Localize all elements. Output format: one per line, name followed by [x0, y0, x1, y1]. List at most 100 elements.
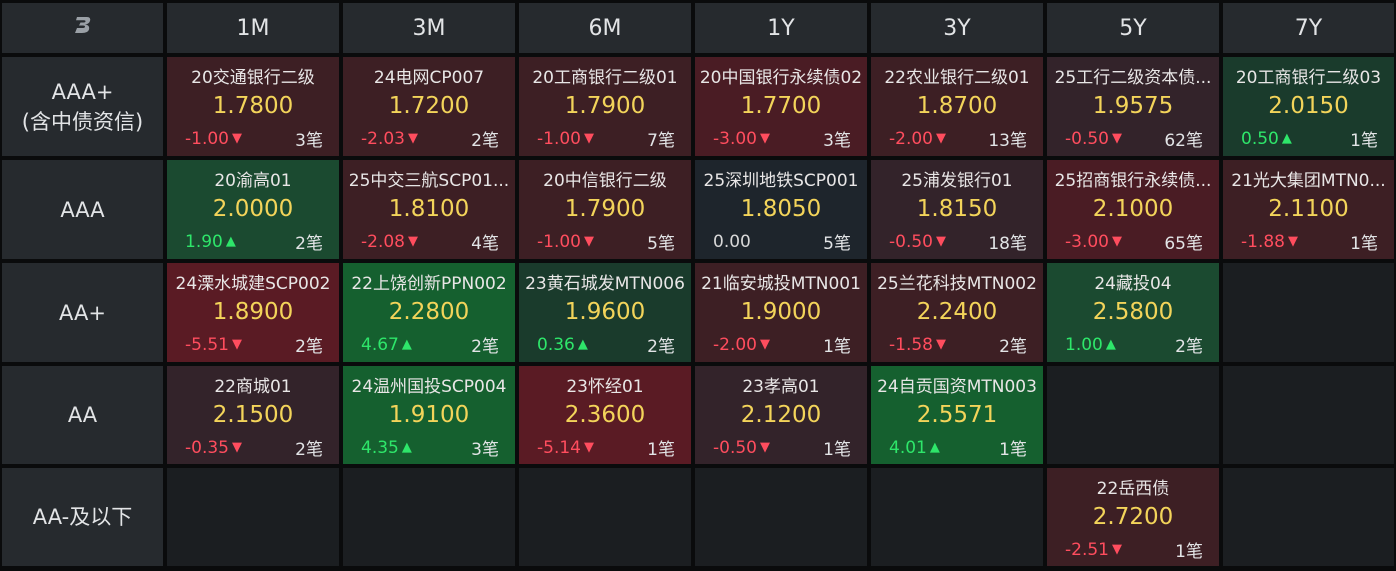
bond-cell[interactable]: 24藏投04 2.5800 1.00 ▲ 2笔: [1045, 261, 1221, 364]
row-header: AAA+ (含中债资信): [0, 55, 165, 158]
yield-change: 0.50 ▲: [1241, 129, 1292, 149]
bond-yield: 1.7900: [564, 93, 646, 119]
bond-cell[interactable]: 21临安城投MTN001 1.9000 -2.00 ▼ 1笔: [693, 261, 869, 364]
column-header-6m[interactable]: 6M: [517, 1, 693, 55]
trade-count: 2笔: [295, 234, 323, 254]
bond-name: 25中交三航SCP01...: [348, 171, 510, 188]
yield-change-value: -1.00: [537, 128, 581, 149]
bond-name: 24自贡国资MTN003: [877, 377, 1037, 394]
column-header-1m[interactable]: 1M: [165, 1, 341, 55]
triangle-down-icon: ▼: [584, 131, 594, 146]
bond-name: 20工商银行二级01: [532, 68, 678, 85]
yield-change-value: 1.90: [185, 231, 223, 252]
bond-cell[interactable]: 20工商银行二级03 2.0150 0.50 ▲ 1笔: [1221, 55, 1396, 158]
empty-cell: [341, 466, 517, 568]
row-header: AA+: [0, 261, 165, 364]
triangle-down-icon: ▼: [760, 337, 770, 352]
bond-cell[interactable]: 24电网CP007 1.7200 -2.03 ▼ 2笔: [341, 55, 517, 158]
column-header-3m[interactable]: 3M: [341, 1, 517, 55]
trade-count: 2笔: [295, 337, 323, 357]
column-header-3y[interactable]: 3Y: [869, 1, 1045, 55]
trade-count: 62笔: [1164, 131, 1203, 151]
empty-cell: [869, 466, 1045, 568]
bond-cell[interactable]: 20中国银行永续债02 1.7700 -3.00 ▼ 3笔: [693, 55, 869, 158]
empty-cell: [1045, 364, 1221, 466]
bond-cell[interactable]: 23孝高01 2.1200 -0.50 ▼ 1笔: [693, 364, 869, 466]
trade-count: 1笔: [647, 440, 675, 460]
yield-change-value: -5.51: [185, 334, 229, 355]
yield-change: 4.01 ▲: [889, 438, 940, 458]
bond-cell[interactable]: 22岳西债 2.7200 -2.51 ▼ 1笔: [1045, 466, 1221, 568]
bond-name: 22农业银行二级01: [884, 68, 1030, 85]
yield-change: 4.67 ▲: [361, 335, 412, 355]
row-header: AAA: [0, 158, 165, 261]
column-header-1y[interactable]: 1Y: [693, 1, 869, 55]
row-label: AAA: [60, 197, 105, 222]
triangle-down-icon: ▼: [936, 131, 946, 146]
bond-name: 25浦发银行01: [901, 171, 1013, 188]
triangle-down-icon: ▼: [584, 234, 594, 249]
yield-change-value: 4.35: [361, 437, 399, 458]
bond-cell[interactable]: 23黄石城发MTN006 1.9600 0.36 ▲ 2笔: [517, 261, 693, 364]
empty-cell: [1221, 261, 1396, 364]
yield-change: -0.50 ▼: [889, 232, 946, 252]
row-sublabel: (含中债资信): [21, 109, 144, 134]
yield-change-value: -0.50: [1065, 128, 1109, 149]
bond-yield: 2.1000: [1092, 196, 1174, 222]
bond-cell[interactable]: 25中交三航SCP01... 1.8100 -2.08 ▼ 4笔: [341, 158, 517, 261]
bond-yield: 2.7200: [1092, 504, 1174, 530]
bond-yield: 1.9600: [564, 299, 646, 325]
trade-count: 1笔: [1175, 542, 1203, 562]
yield-change-value: 4.67: [361, 334, 399, 355]
yield-change-value: -2.51: [1065, 539, 1109, 560]
bond-yield: 2.1500: [212, 402, 294, 428]
bond-name: 23黄石城发MTN006: [525, 274, 685, 291]
bond-name: 24藏投04: [1094, 274, 1172, 291]
trade-count: 5笔: [647, 234, 675, 254]
bond-cell[interactable]: 22农业银行二级01 1.8700 -2.00 ▼ 13笔: [869, 55, 1045, 158]
trade-count: 1笔: [823, 440, 851, 460]
bond-cell[interactable]: 22商城01 2.1500 -0.35 ▼ 2笔: [165, 364, 341, 466]
bond-cell[interactable]: 25兰花科技MTN002 2.2400 -1.58 ▼ 2笔: [869, 261, 1045, 364]
bond-yield: 1.8700: [916, 93, 998, 119]
yield-change: -0.35 ▼: [185, 438, 242, 458]
yield-change-value: -2.00: [713, 334, 757, 355]
bond-cell[interactable]: 20中信银行二级 1.7900 -1.00 ▼ 5笔: [517, 158, 693, 261]
bond-cell[interactable]: 23怀经01 2.3600 -5.14 ▼ 1笔: [517, 364, 693, 466]
bond-yield: 1.9100: [388, 402, 470, 428]
bond-cell[interactable]: 25深圳地铁SCP001 1.8050 0.00 5笔: [693, 158, 869, 261]
trade-count: 2笔: [471, 337, 499, 357]
row-header: AA-及以下: [0, 466, 165, 568]
yield-change: -1.00 ▼: [185, 129, 242, 149]
trade-count: 4笔: [471, 234, 499, 254]
bond-cell[interactable]: 25工行二级资本债... 1.9575 -0.50 ▼ 62笔: [1045, 55, 1221, 158]
bond-cell[interactable]: 24溧水城建SCP002 1.8900 -5.51 ▼ 2笔: [165, 261, 341, 364]
bond-cell[interactable]: 24温州国投SCP004 1.9100 4.35 ▲ 3笔: [341, 364, 517, 466]
bond-cell[interactable]: 20交通银行二级 1.7800 -1.00 ▼ 3笔: [165, 55, 341, 158]
bond-cell[interactable]: 24自贡国资MTN003 2.5571 4.01 ▲ 1笔: [869, 364, 1045, 466]
bond-cell[interactable]: 20渝高01 2.0000 1.90 ▲ 2笔: [165, 158, 341, 261]
row-label: AAA+: [51, 79, 114, 104]
brand-logo-cell: [0, 1, 165, 55]
triangle-down-icon: ▼: [1112, 131, 1122, 146]
bond-yield: 1.8050: [740, 196, 822, 222]
bond-cell[interactable]: 25浦发银行01 1.8150 -0.50 ▼ 18笔: [869, 158, 1045, 261]
column-header-7y[interactable]: 7Y: [1221, 1, 1396, 55]
bond-cell[interactable]: 22上饶创新PPN002 2.2800 4.67 ▲ 2笔: [341, 261, 517, 364]
bond-name: 22商城01: [214, 377, 292, 394]
triangle-down-icon: ▼: [232, 337, 242, 352]
column-header-5y[interactable]: 5Y: [1045, 1, 1221, 55]
bond-cell[interactable]: 20工商银行二级01 1.7900 -1.00 ▼ 7笔: [517, 55, 693, 158]
trade-count: 2笔: [647, 337, 675, 357]
bond-cell[interactable]: 21光大集团MTN0... 2.1100 -1.88 ▼ 1笔: [1221, 158, 1396, 261]
triangle-down-icon: ▼: [232, 131, 242, 146]
bond-cell[interactable]: 25招商银行永续债... 2.1000 -3.00 ▼ 65笔: [1045, 158, 1221, 261]
trade-count: 3笔: [471, 440, 499, 460]
yield-change-value: -2.03: [361, 128, 405, 149]
bond-name: 23怀经01: [566, 377, 644, 394]
trade-count: 2笔: [1175, 337, 1203, 357]
triangle-up-icon: ▲: [401, 440, 412, 455]
yield-change: 0.00: [713, 232, 751, 252]
bond-name: 25招商银行永续债...: [1054, 171, 1212, 188]
trade-count: 2笔: [295, 440, 323, 460]
